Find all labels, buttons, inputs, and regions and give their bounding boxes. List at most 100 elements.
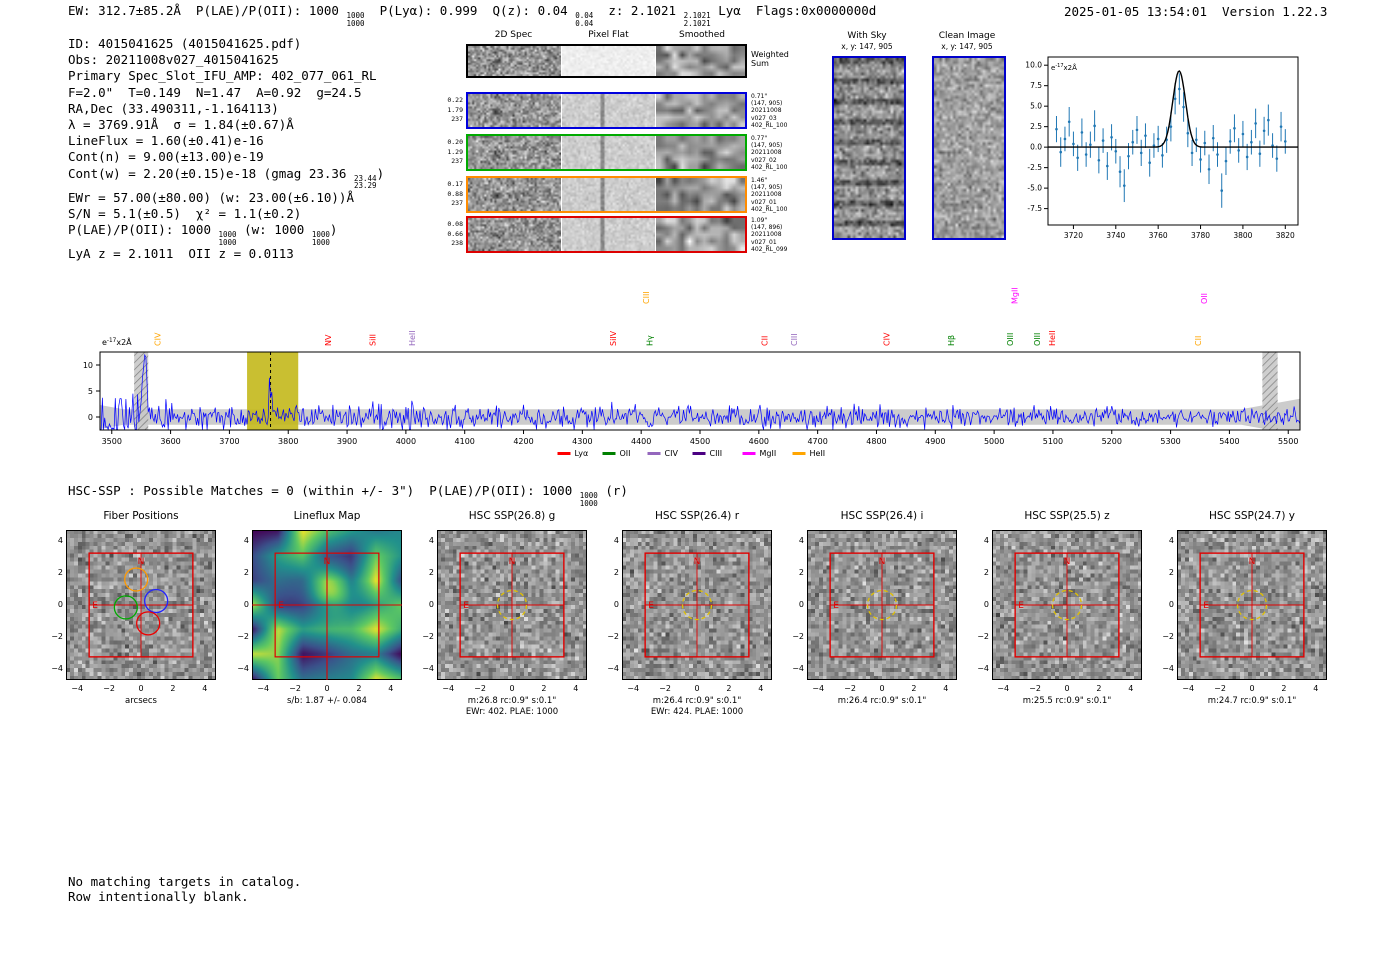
text-segment: Primary Spec_Slot_IFU_AMP: 402_077_061_R… — [68, 68, 377, 84]
col-title-2dspec: 2D Spec — [494, 30, 533, 40]
compass-north-label: N — [1249, 557, 1256, 567]
exposure-info-line: (147, 905) — [751, 100, 783, 108]
emission-highlight-band — [247, 352, 299, 430]
cutout-x-tick-label: −2 — [289, 684, 301, 693]
data-point — [1258, 152, 1262, 156]
cutout-panel: HSC SSP(26.4) i N E −4 −4 −2 −2 0 0 2 2 4 4 m:26.4 rc… — [787, 508, 963, 723]
data-point — [1089, 143, 1092, 146]
data-point — [1122, 184, 1126, 187]
continuum-error-band — [100, 398, 1300, 430]
x-tick-label: 3800 — [1233, 231, 1252, 240]
fiber-circle — [136, 611, 161, 636]
cutout-x-tick-label: −4 — [997, 684, 1010, 693]
y-tick-label: 0 — [88, 413, 93, 422]
fraction-top: 1000 — [218, 230, 237, 240]
legend-swatch — [692, 452, 706, 455]
x-tick-label: 4600 — [749, 437, 769, 446]
fiber-circle — [124, 567, 149, 592]
x-tick-label: 3600 — [160, 437, 180, 446]
aperture-circle — [496, 589, 528, 621]
data-point — [1110, 136, 1113, 139]
line-marker-label: OIII — [1006, 333, 1015, 346]
cutout-title: HSC SSP(26.4) r — [654, 510, 740, 522]
cutout-x-axis-label: arcsecs — [125, 696, 157, 706]
x-tick-label: 5400 — [1219, 437, 1239, 446]
cutout-frame — [622, 530, 772, 680]
data-point — [1127, 154, 1130, 158]
info-line: P(LAE)/P(OII): 1000 1000 1000 (w: 1000 10… — [68, 222, 384, 246]
cutout-x-tick-label: −4 — [812, 684, 825, 693]
text-segment: z: 2.1021 — [593, 3, 684, 18]
cutout-y-tick-label: −2 — [1162, 631, 1174, 641]
data-point — [1211, 136, 1215, 140]
spec2d-row — [466, 92, 747, 129]
cutout-title: HSC SSP(24.7) y — [1208, 510, 1295, 522]
compass-east-label: E — [278, 601, 284, 611]
data-point — [1195, 138, 1198, 142]
exposure-info-line: 402_RL_100 — [751, 163, 788, 171]
cutout-title: HSC SSP(25.5) z — [1024, 510, 1110, 522]
y-tick-label: -5.0 — [1027, 184, 1042, 193]
exposure-info-line: 20211008 — [751, 231, 782, 239]
fiber-weight-value: 1.29 — [447, 147, 463, 156]
fiber-weight-value: 0.22 — [447, 96, 463, 104]
cutout-x-tick-label: −4 — [1182, 684, 1195, 693]
pixelflat-image — [562, 136, 655, 169]
hsc-matches-line: HSC-SSP : Possible Matches = 0 (within +… — [68, 483, 628, 507]
spec2d-row — [466, 216, 747, 253]
data-point — [1148, 161, 1151, 165]
y-tick-label: -7.5 — [1027, 204, 1042, 213]
smoothed-image — [656, 178, 745, 211]
fiber-weight-value: 237 — [451, 115, 463, 123]
cutout-x-tick-label: 0 — [138, 684, 144, 693]
cutout-x-tick-label: −2 — [103, 684, 115, 693]
line-marker-label: Hγ — [645, 335, 654, 346]
line-marker-label: NV — [324, 334, 333, 346]
spec2d-row — [466, 44, 747, 78]
info-line: Obs: 20211008v027_4015041625 — [68, 52, 384, 68]
spec2d-row — [466, 176, 747, 213]
pixelflat-image — [562, 94, 655, 127]
pixelflat-image — [562, 218, 655, 251]
text-segment: λ = 3769.91Å σ = 1.84(±0.67)Å — [68, 117, 294, 133]
cutout-x-tick-label: −2 — [474, 684, 486, 693]
legend-swatch — [792, 452, 806, 455]
data-point — [1275, 157, 1279, 160]
x-tick-label: 3900 — [337, 437, 357, 446]
text-segment: (w: 1000 — [236, 222, 312, 238]
exposure-info-labels: 0.77" (147, 905) 20211008 v027_02 402_RL_100 — [751, 135, 787, 171]
footer-line: No matching targets in catalog. — [68, 874, 302, 889]
info-line: RA,Dec (33.490311,-1.164113) — [68, 101, 384, 117]
exposure-info-line: v027_02 — [751, 156, 777, 164]
line-marker-label: OII — [1200, 293, 1209, 304]
aperture-circle — [681, 589, 713, 621]
text-segment: Lyα Flags:0x0000000d — [710, 3, 877, 18]
y-tick-label: 5.0 — [1030, 102, 1042, 111]
cutout-frame — [807, 530, 957, 680]
legend-label: MgII — [760, 449, 777, 458]
exposure-info-line: 402_RL_100 — [751, 121, 788, 129]
exposure-info-line: Weighted — [751, 50, 789, 59]
data-point — [1093, 124, 1096, 128]
fraction-top: 1000 — [311, 230, 330, 240]
report-timestamp: 2025-01-05 13:54:01 Version 1.22.3 — [1064, 4, 1328, 19]
cutout-y-tick-label: 0 — [613, 600, 619, 609]
text-segment: ) — [376, 165, 385, 181]
data-point — [1216, 153, 1219, 156]
cutout-y-tick-label: −4 — [607, 663, 619, 673]
cutout-y-tick-label: −4 — [977, 663, 989, 673]
stacked-fraction: 0.04 0.04 — [575, 12, 593, 27]
legend-label: CIV — [665, 449, 679, 458]
cutout-y-tick-label: 4 — [613, 536, 619, 546]
data-point — [1199, 158, 1202, 161]
pixelflat-image — [562, 46, 655, 76]
data-point — [1101, 139, 1105, 142]
cutout-y-tick-label: 0 — [798, 600, 804, 609]
y-tick-label: 7.5 — [1030, 81, 1042, 90]
cutout-y-tick-label: −4 — [51, 663, 63, 673]
y-tick-label: 2.5 — [1030, 122, 1042, 131]
cutout-title: HSC SSP(26.8) g — [468, 510, 556, 522]
cutout-y-tick-label: −2 — [977, 631, 989, 641]
fiber-weight-value: 0.88 — [447, 189, 463, 198]
x-tick-label: 5000 — [984, 437, 1004, 446]
